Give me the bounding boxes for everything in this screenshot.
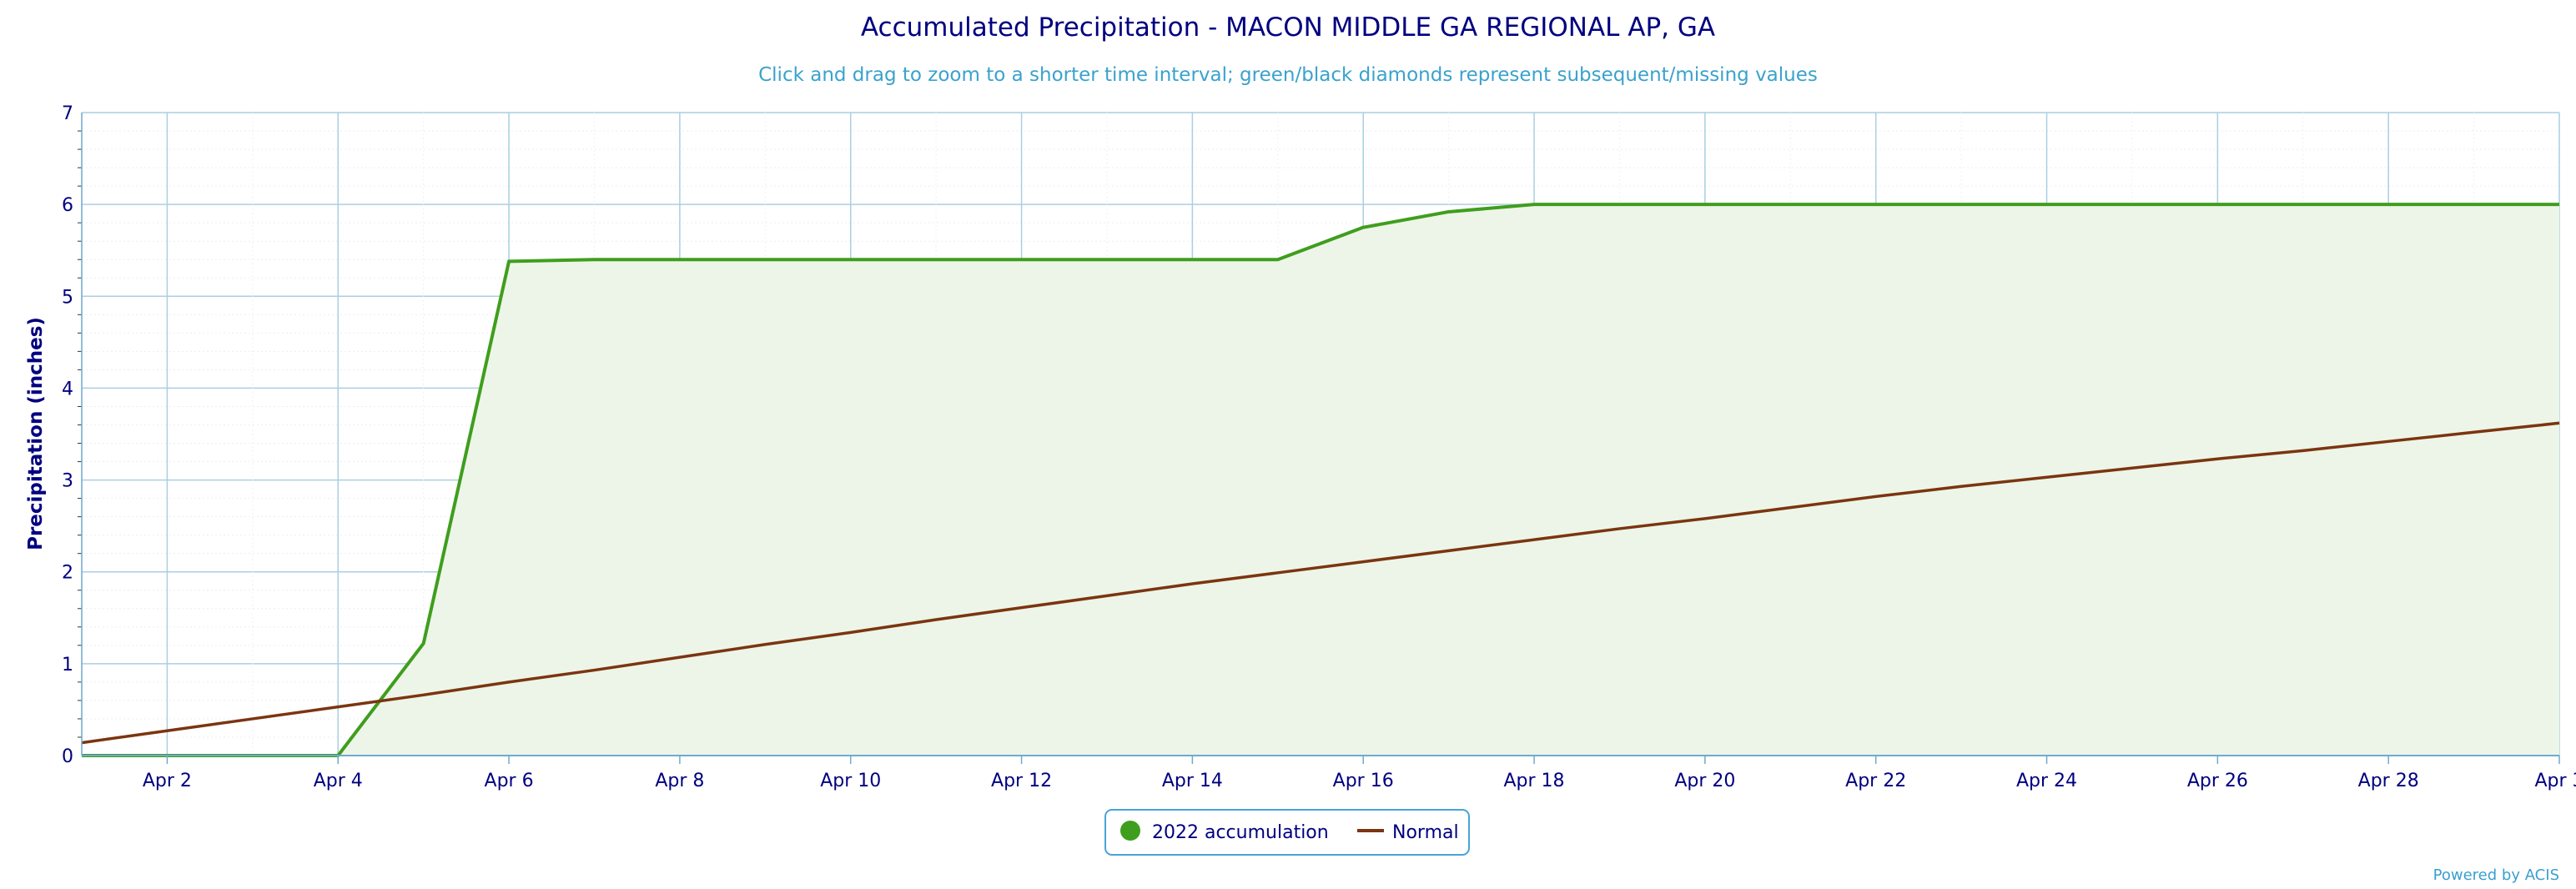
data-point-2022-accumulation[interactable] xyxy=(1872,200,1880,208)
data-point-2022-accumulation[interactable] xyxy=(2470,200,2478,208)
legend-item-normal[interactable]: Normal xyxy=(1357,822,1459,843)
data-point-2022-accumulation[interactable] xyxy=(676,255,684,264)
y-tick-label: 5 xyxy=(62,287,73,308)
data-point-2022-accumulation[interactable] xyxy=(932,255,940,264)
x-tick-label: Apr 26 xyxy=(2187,771,2248,791)
y-tick-label: 7 xyxy=(62,103,73,124)
y-tick-label: 3 xyxy=(62,471,73,492)
data-point-normal[interactable] xyxy=(1103,591,1111,600)
data-point-normal[interactable] xyxy=(505,678,513,686)
series-lines xyxy=(81,200,2563,757)
data-point-normal[interactable] xyxy=(163,726,171,735)
series-line-normal[interactable] xyxy=(81,421,2560,745)
legend-item-2022-accumulation[interactable]: 2022 accumulation xyxy=(1120,821,1329,843)
data-point-2022-accumulation[interactable] xyxy=(1274,255,1282,264)
x-tick-label: Apr 24 xyxy=(2016,771,2077,791)
chart-title: Accumulated Precipitation - MACON MIDDLE… xyxy=(861,13,1715,43)
data-point-2022-accumulation[interactable] xyxy=(505,257,513,265)
data-point-2022-accumulation[interactable] xyxy=(761,255,769,264)
data-point-2022-accumulation[interactable] xyxy=(1188,255,1196,264)
data-point-normal[interactable] xyxy=(1957,482,1965,490)
legend-box xyxy=(1104,809,1470,856)
data-point-normal[interactable] xyxy=(1359,558,1367,566)
data-point-2022-accumulation[interactable] xyxy=(1957,200,1965,208)
y-tick-label: 6 xyxy=(62,195,73,216)
data-point-normal[interactable] xyxy=(1701,515,1709,523)
y-tick-label: 1 xyxy=(62,655,73,676)
x-tick-label: Apr 28 xyxy=(2358,771,2419,791)
x-tick-label: Apr 10 xyxy=(820,771,881,791)
data-point-normal[interactable] xyxy=(2555,419,2563,427)
data-point-normal[interactable] xyxy=(2128,464,2136,472)
x-tick-label: Apr 4 xyxy=(314,771,363,791)
data-point-normal[interactable] xyxy=(2299,446,2307,455)
data-point-normal[interactable] xyxy=(676,653,684,661)
data-point-2022-accumulation[interactable] xyxy=(2213,200,2221,208)
data-point-normal[interactable] xyxy=(2043,473,2051,481)
data-point-normal[interactable] xyxy=(2470,428,2478,436)
chart-axes xyxy=(81,113,2559,756)
data-point-normal[interactable] xyxy=(1615,525,1623,533)
x-tick-label: Apr 3 xyxy=(2534,771,2576,791)
data-point-normal[interactable] xyxy=(1274,569,1282,577)
data-point-2022-accumulation[interactable] xyxy=(1615,200,1623,208)
data-point-2022-accumulation[interactable] xyxy=(1786,200,1794,208)
data-point-2022-accumulation[interactable] xyxy=(1530,200,1538,208)
data-point-normal[interactable] xyxy=(932,615,940,624)
data-point-2022-accumulation[interactable] xyxy=(2043,200,2051,208)
x-axis-ticks: Apr 2 Apr 4 Apr 6 Apr 8 Apr 10 Apr 12 Apr 14 Ap… xyxy=(143,756,2576,791)
data-point-2022-accumulation[interactable] xyxy=(2128,200,2136,208)
data-point-2022-accumulation[interactable] xyxy=(847,255,855,264)
data-point-normal[interactable] xyxy=(1445,546,1453,555)
data-point-normal[interactable] xyxy=(1786,504,1794,512)
data-point-normal[interactable] xyxy=(2384,437,2392,445)
chart-subtitle: Click and drag to zoom to a shorter time… xyxy=(758,64,1818,86)
x-tick-label: Apr 18 xyxy=(1504,771,1565,791)
data-point-2022-accumulation[interactable] xyxy=(1701,200,1709,208)
data-point-normal[interactable] xyxy=(590,666,598,675)
y-tick-label: 4 xyxy=(62,379,73,399)
x-tick-label: Apr 22 xyxy=(1845,771,1906,791)
data-point-normal[interactable] xyxy=(1530,535,1538,544)
data-point-2022-accumulation[interactable] xyxy=(1445,208,1453,216)
x-tick-label: Apr 20 xyxy=(1674,771,1735,791)
data-point-normal[interactable] xyxy=(2213,455,2221,463)
accumulation-area xyxy=(82,204,2559,756)
data-point-normal[interactable] xyxy=(420,691,428,699)
series-line-2022-accumulation[interactable] xyxy=(82,203,2559,757)
legend-marker-2022-accumulation xyxy=(1120,821,1140,841)
y-axis-label: Precipitation (inches) xyxy=(25,317,47,550)
data-point-2022-accumulation[interactable] xyxy=(420,640,428,648)
legend-label-normal: Normal xyxy=(1392,822,1459,843)
chart-legend: 2022 accumulation Normal xyxy=(1104,809,1470,856)
data-point-normal[interactable] xyxy=(1018,604,1026,612)
x-tick-label: Apr 12 xyxy=(991,771,1052,791)
series-area-2022-accumulation xyxy=(82,204,2559,756)
data-point-normal[interactable] xyxy=(1188,580,1196,588)
y-tick-label: 0 xyxy=(62,746,73,767)
data-point-2022-accumulation[interactable] xyxy=(1103,255,1111,264)
x-tick-label: Apr 6 xyxy=(485,771,534,791)
y-axis-ticks: 0 1 2 3 4 5 6 7 xyxy=(62,103,73,767)
data-point-2022-accumulation[interactable] xyxy=(590,255,598,264)
data-point-normal[interactable] xyxy=(761,640,769,649)
data-point-2022-accumulation[interactable] xyxy=(2299,200,2307,208)
data-point-2022-accumulation[interactable] xyxy=(2555,200,2563,208)
data-point-2022-accumulation[interactable] xyxy=(2384,200,2392,208)
data-point-2022-accumulation[interactable] xyxy=(1018,255,1026,264)
x-tick-label: Apr 2 xyxy=(143,771,192,791)
x-tick-label: Apr 16 xyxy=(1333,771,1394,791)
data-point-normal[interactable] xyxy=(249,715,257,723)
data-point-2022-accumulation[interactable] xyxy=(1359,224,1367,232)
legend-label-2022-accumulation: 2022 accumulation xyxy=(1152,822,1329,843)
data-point-normal[interactable] xyxy=(334,703,342,711)
x-tick-label: Apr 8 xyxy=(655,771,704,791)
data-point-normal[interactable] xyxy=(847,628,855,636)
y-tick-label: 2 xyxy=(62,563,73,584)
data-point-normal[interactable] xyxy=(1872,492,1880,500)
credit-link[interactable]: Powered by ACIS xyxy=(2433,866,2559,884)
x-tick-label: Apr 14 xyxy=(1162,771,1223,791)
